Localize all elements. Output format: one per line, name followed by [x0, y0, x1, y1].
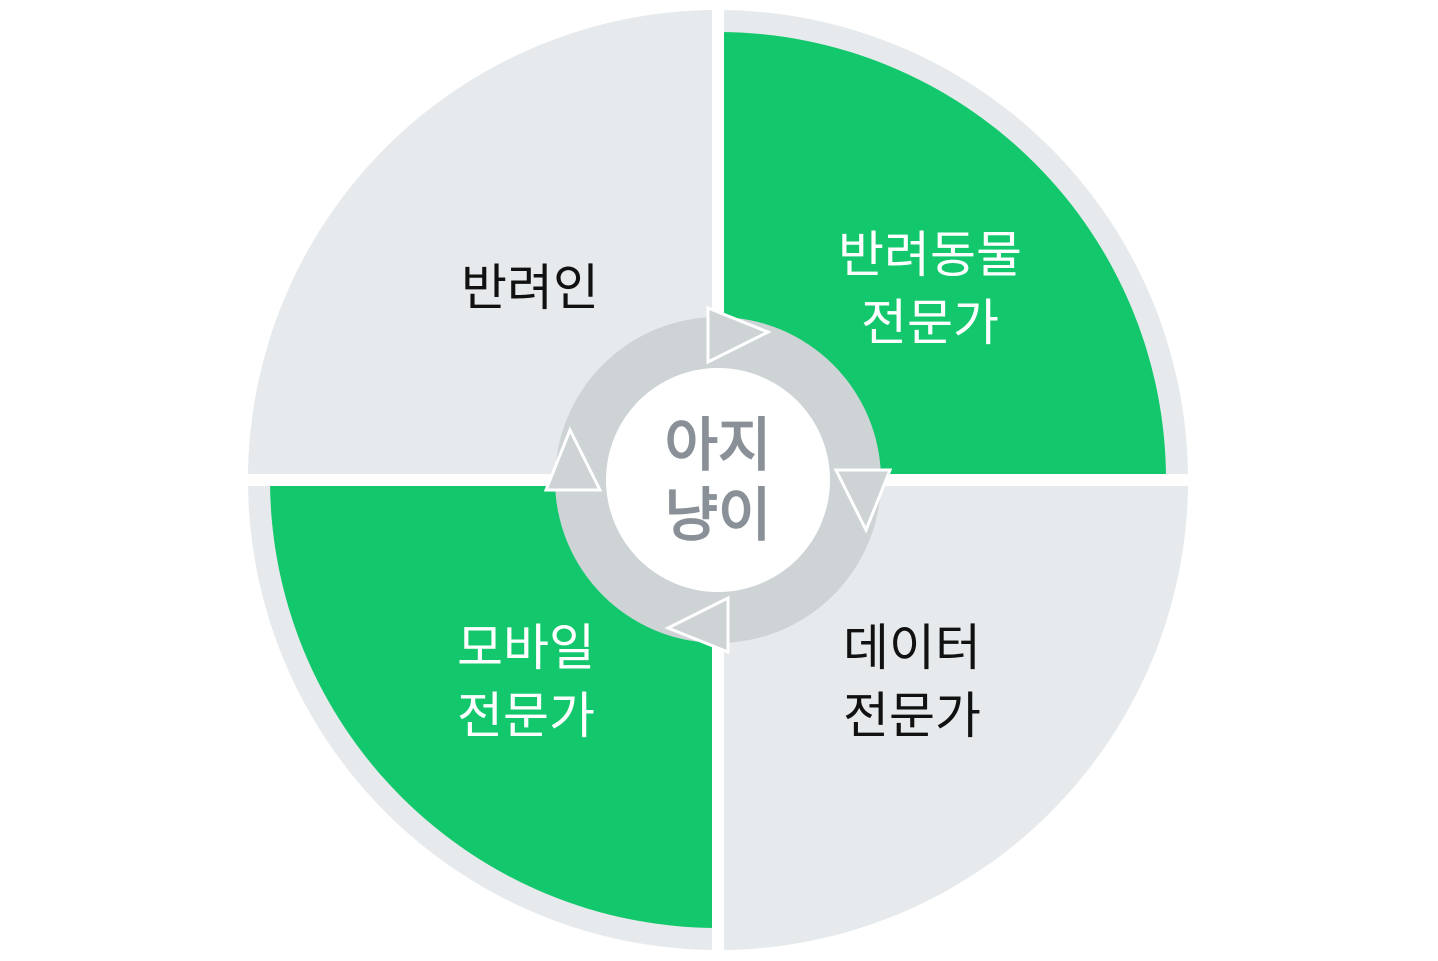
- center-label-line2: 냥이: [665, 481, 772, 549]
- center-circle: [606, 368, 830, 592]
- label-top-left: 반려인: [461, 259, 599, 317]
- label-bottom-right-line2: 전문가: [843, 687, 981, 745]
- label-bottom-left-line1: 모바일: [457, 619, 595, 677]
- quadrant-bottom-right: [718, 480, 1188, 950]
- center-label-line1: 아지: [665, 411, 772, 479]
- label-top-right-line2: 전문가: [861, 294, 999, 352]
- quadrant-top-left: [248, 10, 718, 480]
- label-bottom-left-line2: 전문가: [457, 687, 595, 745]
- arrow-right-icon: [833, 468, 893, 534]
- label-bottom-right-line1: 데이터: [843, 619, 981, 677]
- arrow-left-icon: [543, 426, 603, 492]
- arrow-top-icon: [706, 305, 772, 365]
- arrow-bottom-icon: [664, 595, 730, 655]
- label-top-right-line1: 반려동물: [838, 226, 1022, 284]
